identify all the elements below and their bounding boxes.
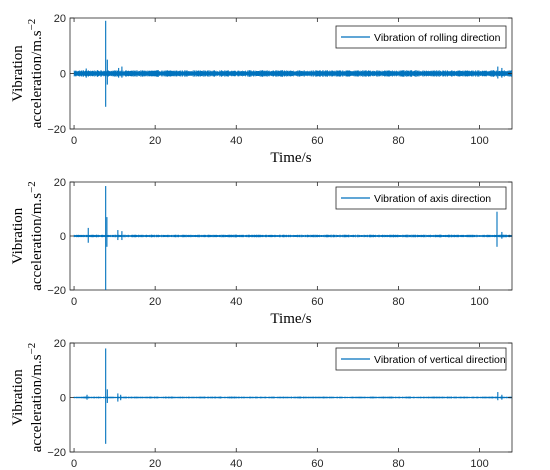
y-tick-label: 20: [54, 13, 66, 25]
y-tick-label: 20: [54, 338, 66, 350]
y-tick-label: −20: [47, 285, 66, 297]
series-line-noise: [73, 70, 512, 77]
y-tick-label: 20: [54, 177, 66, 189]
legend-label: Vibration of axis direction: [374, 193, 491, 205]
x-tick-label: 100: [470, 135, 488, 147]
legend: Vibration of vertical direction: [335, 347, 507, 371]
y-axis-label-line2: acceleration/m.s−2: [26, 19, 45, 129]
x-tick-label: 0: [71, 135, 77, 147]
x-tick-label: 80: [392, 458, 404, 470]
legend-box: [335, 25, 507, 49]
x-tick-label: 60: [311, 458, 323, 470]
y-tick-label: −20: [47, 447, 66, 459]
legend-label: Vibration of rolling direction: [374, 32, 501, 44]
chart-panel-1: 0 20 40 60 80 100 −20 0 20 Vibration acceleration/…: [10, 13, 513, 166]
x-tick-label: 20: [149, 296, 161, 308]
x-tick-label: 100: [470, 458, 488, 470]
y-tick-label: 0: [60, 69, 66, 81]
y-axis-label-line1: Vibration: [10, 369, 26, 426]
x-axis-label: Time/s: [270, 150, 311, 166]
x-tick-label: 60: [311, 135, 323, 147]
x-tick-label: 0: [71, 458, 77, 470]
chart-panel-3: 0 20 40 60 80 100 −20 0 20 Vibration acceleration/…: [10, 338, 513, 470]
legend-box: [335, 186, 507, 210]
x-tick-label: 80: [392, 296, 404, 308]
y-axis-label-line1: Vibration: [10, 45, 26, 102]
series-line-noise: [73, 234, 512, 238]
x-tick-label: 60: [311, 296, 323, 308]
y-tick-label: 0: [60, 231, 66, 243]
y-axis-label-line2: acceleration/m.s−2: [26, 343, 45, 453]
x-tick-label: 40: [230, 458, 242, 470]
x-tick-label: 20: [149, 458, 161, 470]
x-tick-label: 20: [149, 135, 161, 147]
y-axis-label-line1: Vibration: [10, 207, 26, 264]
legend: Vibration of rolling direction: [335, 25, 507, 49]
y-tick-label: 0: [60, 393, 66, 405]
chart-panel-2: 0 20 40 60 80 100 −20 0 20 Vibration acceleration/…: [10, 177, 513, 327]
y-tick-label: −20: [47, 124, 66, 136]
legend-label: Vibration of vertical direction: [374, 354, 506, 366]
x-tick-label: 100: [470, 296, 488, 308]
x-tick-label: 0: [71, 296, 77, 308]
series-line-noise: [73, 396, 512, 399]
legend: Vibration of axis direction: [335, 186, 507, 210]
x-tick-label: 40: [230, 135, 242, 147]
x-tick-label: 40: [230, 296, 242, 308]
y-axis-label-line2: acceleration/m.s−2: [26, 181, 45, 291]
x-axis-label: Time/s: [270, 311, 311, 327]
legend-box: [335, 347, 507, 371]
x-tick-label: 80: [392, 135, 404, 147]
